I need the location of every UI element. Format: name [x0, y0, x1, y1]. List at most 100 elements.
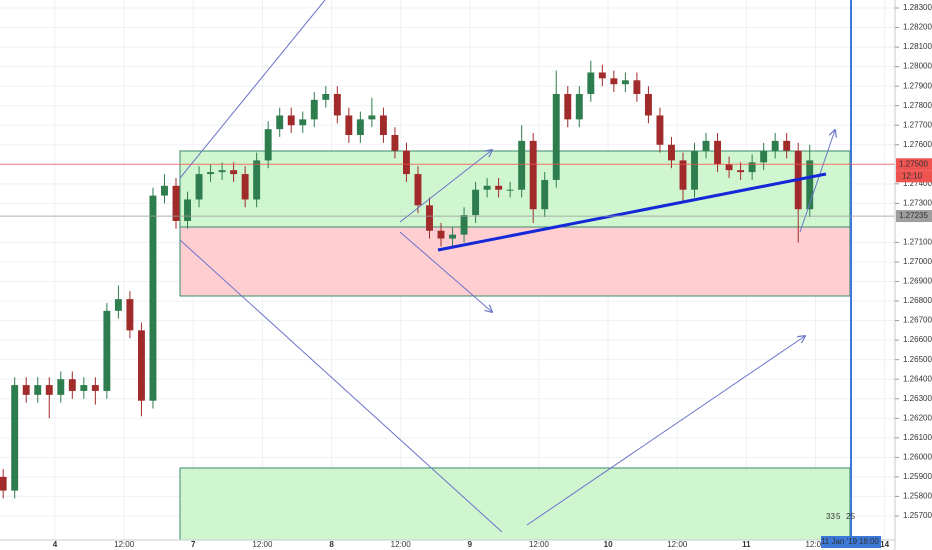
candle-body — [598, 72, 606, 79]
candle-body — [806, 160, 814, 210]
candle-body — [529, 140, 537, 210]
countdown-label: 12:10 — [902, 171, 923, 180]
y-tick-label: 1.26100 — [903, 433, 932, 442]
candle-body — [80, 385, 88, 391]
x-tick-label: 11 — [742, 540, 751, 549]
candle-body — [506, 189, 514, 191]
candle-body — [91, 385, 99, 391]
candle-body — [541, 179, 549, 210]
x-tick-label: 14 — [880, 540, 889, 549]
candle-body — [276, 115, 284, 130]
candle-body — [391, 135, 399, 151]
x-tick-label: 12:00 — [391, 540, 412, 549]
candle-body — [656, 115, 664, 145]
candle-body — [322, 93, 330, 100]
overlay: 33 5 25 — [0, 163, 895, 521]
demand-zone — [179, 150, 851, 228]
candle-body — [414, 174, 422, 206]
candle-body — [552, 93, 560, 180]
candle-body — [0, 476, 7, 491]
candle-body — [644, 93, 652, 116]
candle-body — [11, 385, 19, 491]
candle-body — [264, 129, 272, 161]
y-tick-label: 1.26700 — [903, 316, 932, 325]
candle-body — [702, 140, 710, 151]
price-label: 1.27235 — [899, 211, 928, 220]
y-tick-label: 1.28100 — [903, 42, 932, 51]
y-tick-label: 1.25900 — [903, 472, 932, 481]
y-tick-label: 1.26800 — [903, 296, 932, 305]
crosshair-time: 18:00 — [859, 537, 880, 546]
arrow — [399, 150, 492, 223]
candle-body — [679, 160, 687, 190]
candle-body — [241, 174, 249, 200]
candle-body — [172, 185, 180, 221]
candle-body — [621, 80, 629, 85]
candle-body — [495, 185, 503, 190]
candle-body — [57, 379, 65, 395]
candle-body — [668, 144, 675, 161]
candle-body — [68, 379, 76, 391]
trend-line — [179, 0, 326, 179]
candle-body — [472, 189, 480, 216]
candle-body — [161, 185, 168, 196]
candle-body — [333, 93, 341, 116]
x-tick-label: 10 — [604, 540, 613, 549]
candle-body — [783, 140, 791, 151]
candle-body — [771, 140, 779, 151]
y-tick-label: 1.26600 — [903, 335, 932, 344]
x-tick-label: 4 — [53, 540, 58, 549]
price-axis — [895, 0, 932, 550]
y-tick-label: 1.26500 — [903, 355, 932, 364]
candle-body — [748, 162, 756, 173]
axes: 1.28300 1.28200 1.28100 1.28000 1.27900 1.278… — [53, 3, 932, 549]
candle-body — [103, 310, 111, 391]
y-tick-label: 1.27400 — [903, 179, 932, 188]
x-tick-label: 12:00 — [667, 540, 688, 549]
candle-body — [126, 299, 134, 331]
candle-body — [207, 172, 215, 175]
candle-body — [633, 80, 641, 94]
candle-body — [437, 230, 445, 239]
y-tick-label: 1.27100 — [903, 238, 932, 247]
candle-body — [610, 78, 618, 85]
candle-body — [356, 119, 364, 135]
y-tick-label: 1.25800 — [903, 492, 932, 501]
y-tick-label: 1.26900 — [903, 277, 932, 286]
candle-body — [253, 160, 261, 200]
lower-zone — [179, 467, 851, 541]
candle-body — [760, 150, 768, 163]
trend-line — [179, 239, 503, 533]
y-tick-label: 1.25700 — [903, 511, 932, 520]
candle-body — [195, 174, 203, 200]
candle-body — [449, 234, 456, 239]
y-tick-label: 1.27000 — [903, 257, 932, 266]
candle-body — [368, 115, 376, 120]
candle-body — [310, 99, 318, 120]
candle-body — [137, 330, 145, 401]
candle-body — [114, 299, 122, 311]
y-tick-label: 1.28200 — [903, 23, 932, 32]
crosshair-date-box — [821, 536, 857, 548]
arrow — [526, 336, 805, 526]
x-tick-label: 9 — [468, 540, 473, 549]
candle-body — [737, 170, 745, 173]
supply-zone — [179, 226, 851, 297]
candle-body — [345, 115, 353, 135]
y-tick-label: 1.27800 — [903, 101, 932, 110]
y-tick-label: 1.26300 — [903, 394, 932, 403]
y-tick-label: 1.26200 — [903, 413, 932, 422]
candle-body — [218, 170, 226, 173]
candle-body — [483, 185, 491, 190]
candle-body — [149, 195, 157, 401]
x-tick-label: 12:00 — [252, 540, 273, 549]
candle-body — [575, 93, 583, 120]
price-label-box — [896, 158, 932, 171]
y-tick-label: 1.27300 — [903, 198, 932, 207]
candle-body — [287, 115, 295, 126]
candle-body — [691, 150, 698, 190]
candle-body — [34, 385, 42, 395]
candle-body — [379, 115, 387, 135]
x-tick-label: 12:00 — [114, 540, 135, 549]
